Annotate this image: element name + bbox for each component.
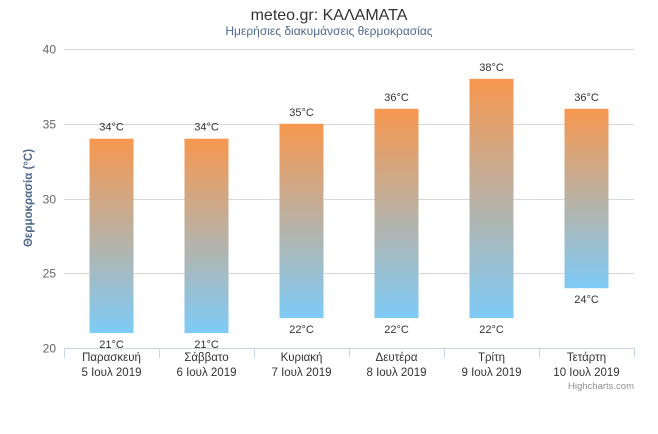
credits-link[interactable]: Highcharts.com xyxy=(568,381,634,392)
temperature-bar[interactable] xyxy=(469,78,514,319)
y-tick-label: 40 xyxy=(43,43,57,57)
high-temp-label: 34°C xyxy=(194,122,219,134)
x-tick-label: Δευτέρα 8 Ιουλ 2019 xyxy=(367,352,427,379)
high-temp-label: 36°C xyxy=(384,92,409,104)
high-temp-label: 35°C xyxy=(289,107,314,119)
x-tick-label: Τρίτη 9 Ιουλ 2019 xyxy=(462,352,522,379)
x-tick-label: Κυριακή 7 Ιουλ 2019 xyxy=(272,352,332,379)
low-temp-label: 22°C xyxy=(479,324,504,336)
temperature-bar[interactable] xyxy=(564,108,609,289)
high-temp-label: 34°C xyxy=(99,122,124,134)
x-tick-label: Παρασκευή 5 Ιουλ 2019 xyxy=(82,352,142,379)
low-temp-label: 22°C xyxy=(289,324,314,336)
chart-subtitle: Ημερήσιες διακυμάνσεις θερμοκρασίας xyxy=(225,24,432,38)
temperature-bar[interactable] xyxy=(89,138,134,334)
temperature-bar[interactable] xyxy=(279,123,324,319)
y-tick-label: 30 xyxy=(43,193,57,207)
high-temp-label: 36°C xyxy=(574,92,599,104)
x-tick-label: Σάββατο 6 Ιουλ 2019 xyxy=(177,352,237,379)
temperature-bar[interactable] xyxy=(184,138,229,334)
low-temp-label: 21°C xyxy=(99,339,124,351)
y-tick-label: 35 xyxy=(43,118,57,132)
high-temp-label: 38°C xyxy=(479,62,504,74)
temperature-bar[interactable] xyxy=(374,108,419,319)
low-temp-label: 22°C xyxy=(384,324,409,336)
low-temp-label: 24°C xyxy=(574,294,599,306)
y-tick-label: 20 xyxy=(43,342,57,356)
y-axis-label: Θερμοκρασία (°C) xyxy=(23,149,35,247)
low-temp-label: 21°C xyxy=(194,339,219,351)
y-tick-label: 25 xyxy=(43,267,57,281)
x-tick-label: Τετάρτη 10 Ιουλ 2019 xyxy=(553,352,619,379)
chart-title: meteo.gr: ΚΑΛΑΜΑΤΑ xyxy=(251,7,408,24)
